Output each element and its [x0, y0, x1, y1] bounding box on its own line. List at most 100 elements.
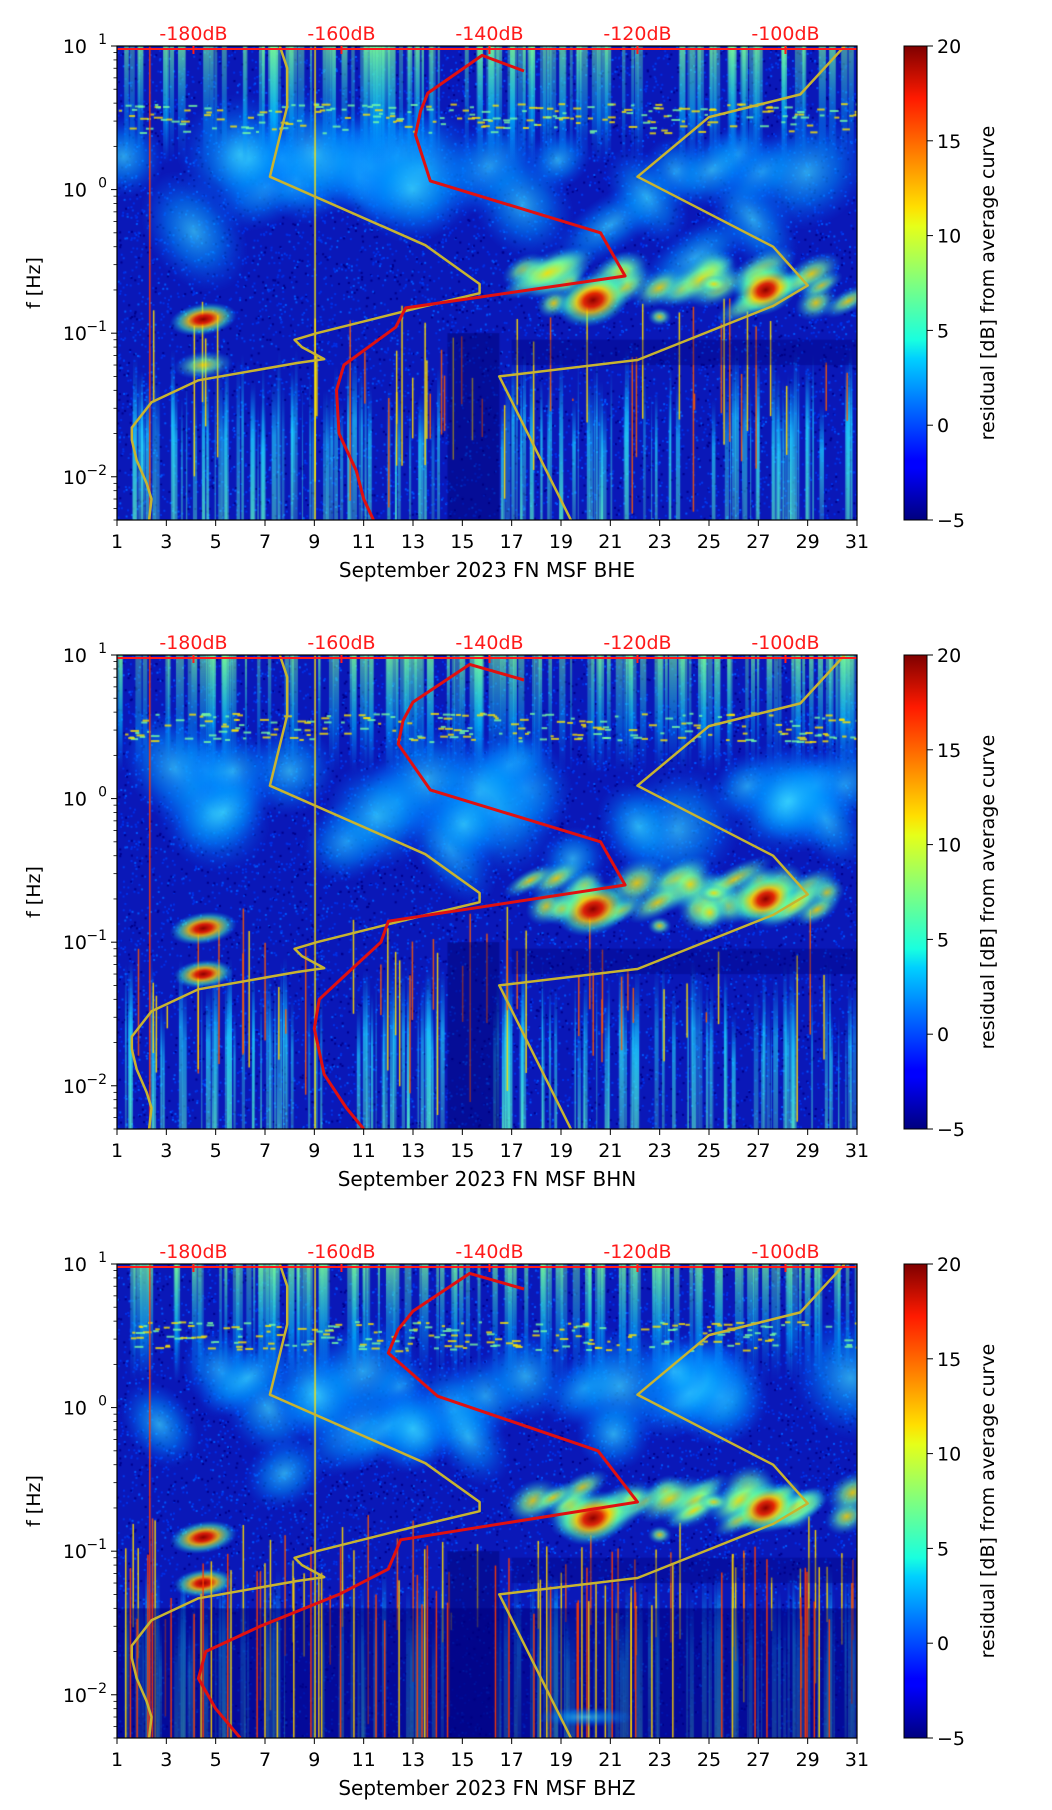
x-tick-label: 31 [845, 1140, 869, 1162]
series-line-3 [312, 662, 627, 1129]
x-tick-label: 17 [500, 1749, 524, 1771]
series-line-2 [498, 46, 846, 520]
plot-frame [116, 45, 858, 521]
y-axis-label: f [Hz] [23, 1475, 45, 1527]
y-tick-exponent: 1 [98, 641, 107, 657]
x-tick-label: 9 [308, 1140, 320, 1162]
x-tick-label: 1 [111, 1749, 123, 1771]
top-axis-label: -100dB [751, 632, 819, 654]
y-tick-exponent: −1 [86, 319, 107, 335]
y-tick-exponent: −1 [86, 1537, 107, 1553]
top-axis-label: -140dB [455, 1241, 523, 1263]
top-axis-label: -140dB [455, 23, 523, 45]
x-tick-label: 25 [697, 1749, 721, 1771]
top-axis-label: -140dB [455, 632, 523, 654]
x-tick-label: 23 [648, 1140, 672, 1162]
top-axis-label: -160dB [307, 632, 375, 654]
x-tick-label: 5 [210, 1140, 222, 1162]
x-tick-label: 15 [450, 1140, 474, 1162]
y-tick-label: 10 [63, 180, 87, 202]
y-tick-label: 10 [63, 36, 87, 58]
y-tick-exponent: −1 [86, 928, 107, 944]
x-tick-label: 15 [450, 1749, 474, 1771]
colorbar-tick-label: 0 [937, 415, 949, 437]
x-tick-label: 21 [598, 531, 622, 553]
spectrogram-image [117, 1264, 857, 1738]
x-tick-label: 1 [111, 1140, 123, 1162]
y-tick-exponent: 1 [98, 1250, 107, 1266]
y-axis-label: f [Hz] [23, 866, 45, 918]
y-tick-exponent: 0 [98, 176, 107, 192]
x-tick-label: 27 [746, 1140, 770, 1162]
colorbar [903, 654, 928, 1130]
x-tick-label: 29 [796, 531, 820, 553]
x-tick-label: 29 [796, 1749, 820, 1771]
series-line-1 [130, 46, 481, 520]
colorbar-tick-label: 15 [937, 131, 961, 153]
colorbar-tick-label: 15 [937, 1349, 961, 1371]
x-tick-label: 13 [401, 531, 425, 553]
top-axis-label: -160dB [307, 23, 375, 45]
y-tick-label: 10 [63, 1254, 87, 1276]
colorbar-tick-label: −5 [937, 510, 965, 532]
top-axis-label: -180dB [159, 1241, 227, 1263]
y-tick-exponent: −2 [86, 1681, 107, 1697]
colorbar [903, 1263, 928, 1739]
x-tick-label: 3 [160, 1140, 172, 1162]
y-tick-exponent: −2 [86, 463, 107, 479]
y-tick-label: 10 [63, 467, 87, 489]
y-tick-exponent: 0 [98, 1394, 107, 1410]
spectrogram-image [117, 655, 857, 1129]
x-tick-label: 1 [111, 531, 123, 553]
x-tick-label: 5 [210, 531, 222, 553]
series-line-3 [196, 1271, 639, 1738]
spectrogram-image [117, 46, 857, 520]
x-tick-label: 21 [598, 1140, 622, 1162]
x-tick-label: 27 [746, 531, 770, 553]
y-tick-exponent: 0 [98, 785, 107, 801]
colorbar-tick-label: 0 [937, 1633, 949, 1655]
colorbar-tick-label: 20 [937, 1254, 961, 1276]
x-tick-label: 9 [308, 1749, 320, 1771]
y-tick-exponent: 1 [98, 32, 107, 48]
x-tick-label: 31 [845, 1749, 869, 1771]
x-tick-label: 27 [746, 1749, 770, 1771]
series-line-1 [130, 1264, 481, 1738]
x-tick-label: 7 [259, 1140, 271, 1162]
x-tick-label: 15 [450, 531, 474, 553]
colorbar-tick-label: 5 [937, 1538, 949, 1560]
colorbar-tick-label: 15 [937, 740, 961, 762]
top-axis-label: -180dB [159, 632, 227, 654]
colorbar-tick-label: 5 [937, 320, 949, 342]
x-axis-label: September 2023 FN MSF BHE [339, 558, 635, 582]
colorbar-label: residual [dB] from average curve [977, 735, 999, 1050]
x-axis-label: September 2023 FN MSF BHZ [338, 1776, 635, 1800]
colorbar-tick-label: 20 [937, 645, 961, 667]
top-axis-label: -100dB [751, 1241, 819, 1263]
x-tick-label: 23 [648, 531, 672, 553]
y-tick-label: 10 [63, 1685, 87, 1707]
x-tick-label: 13 [401, 1749, 425, 1771]
y-tick-label: 10 [63, 1076, 87, 1098]
y-tick-label: 10 [63, 645, 87, 667]
top-axis-label: -160dB [307, 1241, 375, 1263]
colorbar-label: residual [dB] from average curve [977, 126, 999, 441]
x-tick-label: 13 [401, 1140, 425, 1162]
plot-frame [116, 654, 858, 1130]
colorbar-tick-label: 10 [937, 1444, 961, 1466]
x-tick-label: 7 [259, 531, 271, 553]
y-axis-label: f [Hz] [23, 257, 45, 309]
x-tick-label: 11 [352, 1749, 376, 1771]
series-line-2 [498, 655, 846, 1129]
colorbar-tick-label: 10 [937, 226, 961, 248]
x-tick-label: 11 [352, 1140, 376, 1162]
x-tick-label: 17 [500, 1140, 524, 1162]
x-tick-label: 29 [796, 1140, 820, 1162]
colorbar-label: residual [dB] from average curve [977, 1344, 999, 1659]
x-tick-label: 5 [210, 1749, 222, 1771]
colorbar-tick-label: 10 [937, 835, 961, 857]
